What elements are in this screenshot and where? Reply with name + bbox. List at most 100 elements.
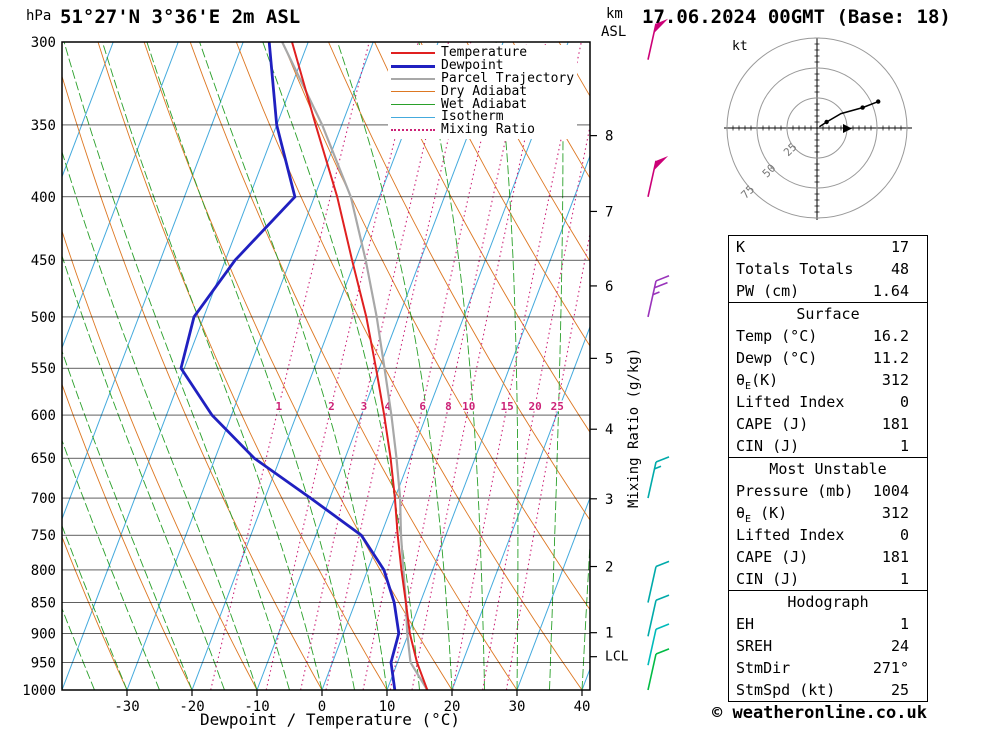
pressure-tick-label: 650: [31, 451, 56, 467]
hodograph-trace-dot: [860, 105, 865, 110]
hodograph-trace-dot: [876, 99, 881, 104]
stat-label: θE (K): [736, 504, 788, 525]
mixing-ratio-line: [411, 42, 547, 690]
temp-tick-label: 0: [318, 699, 326, 715]
storm-motion-arrow: [843, 124, 852, 133]
dry-adiabat-line: [281, 42, 590, 611]
stat-value: 24: [890, 637, 909, 655]
pressure-tick-label: 300: [31, 35, 56, 51]
stat-value: 181: [881, 415, 909, 433]
wind-barb: [647, 648, 670, 691]
wet-adiabat-line: [418, 42, 485, 690]
wet-adiabat-line: [62, 349, 193, 690]
stat-value: 11.2: [872, 349, 909, 367]
isotherm-line: [516, 496, 590, 690]
legend-swatch: [391, 116, 435, 118]
stats-row: EH 1: [729, 613, 927, 635]
stat-value: 0: [899, 393, 909, 411]
hodograph-ring: [756, 67, 878, 189]
mixing-ratio-value-label: 3: [361, 400, 368, 413]
wet-adiabat-line: [62, 439, 160, 690]
stats-row: PW (cm) 1.64: [729, 280, 927, 302]
stat-value: 48: [890, 260, 909, 278]
stats-row: Lifted Index 0: [729, 391, 927, 413]
legend-label: Parcel Trajectory: [441, 70, 575, 86]
dry-adiabat-line: [62, 383, 193, 690]
km-tick-label: 1: [605, 626, 613, 642]
dry-adiabat-line: [420, 42, 590, 347]
temp-tick-label: -20: [179, 699, 204, 715]
dry-adiabat-line: [189, 42, 518, 690]
mixing-ratio-line: [482, 123, 590, 690]
isotherm-line: [256, 42, 504, 690]
stats-group: K 17 Totals Totals 48 PW (cm) 1.64: [729, 236, 927, 302]
temp-tick-label: 30: [509, 699, 526, 715]
stats-group: Surface Temp (°C) 16.2 Dewp (°C) 11.2 θE(K) 31…: [729, 302, 927, 457]
stat-label: CAPE (J): [736, 548, 809, 566]
stats-row: K 17: [729, 236, 927, 258]
pressure-tick-label: 950: [31, 655, 56, 671]
dry-adiabat-line: [62, 535, 128, 690]
temp-tick-label: -10: [244, 699, 269, 715]
wind-barb: [647, 623, 670, 666]
legend-item: Wet Adiabat: [391, 98, 574, 111]
wind-barb: [647, 18, 669, 60]
dewpoint-curve: [179, 42, 401, 690]
pressure-tick-label: 500: [31, 310, 56, 326]
wet-adiabat-line: [62, 524, 128, 690]
mixing-ratio-line: [265, 42, 419, 690]
isotherm-line: [451, 325, 590, 690]
legend-item: Dry Adiabat: [391, 85, 574, 98]
wind-barb: [647, 594, 670, 637]
wet-adiabat-line: [63, 42, 290, 690]
legend-item: Temperature: [391, 46, 574, 60]
stats-row: θE (K) 312: [729, 502, 927, 525]
stats-row: Lifted Index 0: [729, 524, 927, 546]
pressure-tick-label: 600: [31, 408, 56, 424]
mixing-ratio-value-label: 20: [528, 400, 541, 413]
stats-row: θE(K) 312: [729, 369, 927, 392]
temp-tick-label: 10: [379, 699, 396, 715]
legend-swatch: [391, 91, 435, 93]
legend-item: Dewpoint: [391, 59, 574, 73]
stats-group: Most Unstable Pressure (mb) 1004 θE (K) 312 L…: [729, 457, 927, 590]
stats-row: CIN (J) 1: [729, 435, 927, 457]
km-tick-label: 6: [605, 279, 613, 295]
stat-label: CIN (J): [736, 570, 800, 588]
km-tick-label: 7: [605, 204, 613, 220]
stat-value: 312: [881, 371, 909, 389]
pressure-tick-label: 350: [31, 118, 56, 134]
stats-row: Temp (°C) 16.2: [729, 325, 927, 347]
stat-label: StmDir: [736, 659, 791, 677]
stats-section-header: Surface: [796, 305, 860, 323]
hodograph-trace: [818, 100, 879, 128]
pressure-tick-label: 900: [31, 626, 56, 642]
stats-row: Pressure (mb) 1004: [729, 480, 927, 502]
km-axis-label: km: [606, 6, 623, 22]
stat-label: Totals Totals: [736, 260, 854, 278]
lcl-label: LCL: [605, 650, 629, 665]
wet-adiabat-line: [337, 42, 453, 690]
mixing-ratio-line: [389, 42, 528, 690]
stats-row: StmDir 271°: [729, 657, 927, 679]
pressure-unit-label: hPa: [26, 8, 52, 24]
isotherm-line: [62, 42, 244, 521]
mixing-ratio-line: [210, 42, 370, 690]
pressure-tick-label: 850: [31, 596, 56, 612]
legend-swatch: [391, 104, 435, 106]
legend-label: Dry Adiabat: [441, 83, 528, 99]
stat-label: θE(K): [736, 371, 779, 392]
stat-value: 16.2: [872, 327, 909, 345]
isotherm-line: [62, 42, 114, 179]
pressure-tick-label: 750: [31, 528, 56, 544]
wind-barb: [647, 156, 669, 198]
stat-label: PW (cm): [736, 282, 800, 300]
legend-swatch: [391, 77, 435, 80]
stat-value: 0: [899, 526, 909, 544]
km-tick-label: 3: [605, 492, 613, 508]
isotherm-line: [386, 154, 590, 690]
copyright: © weatheronline.co.uk: [712, 703, 927, 723]
stat-label: Lifted Index: [736, 393, 845, 411]
pressure-tick-label: 450: [31, 253, 56, 269]
pressure-tick-label: 1000: [22, 683, 56, 699]
